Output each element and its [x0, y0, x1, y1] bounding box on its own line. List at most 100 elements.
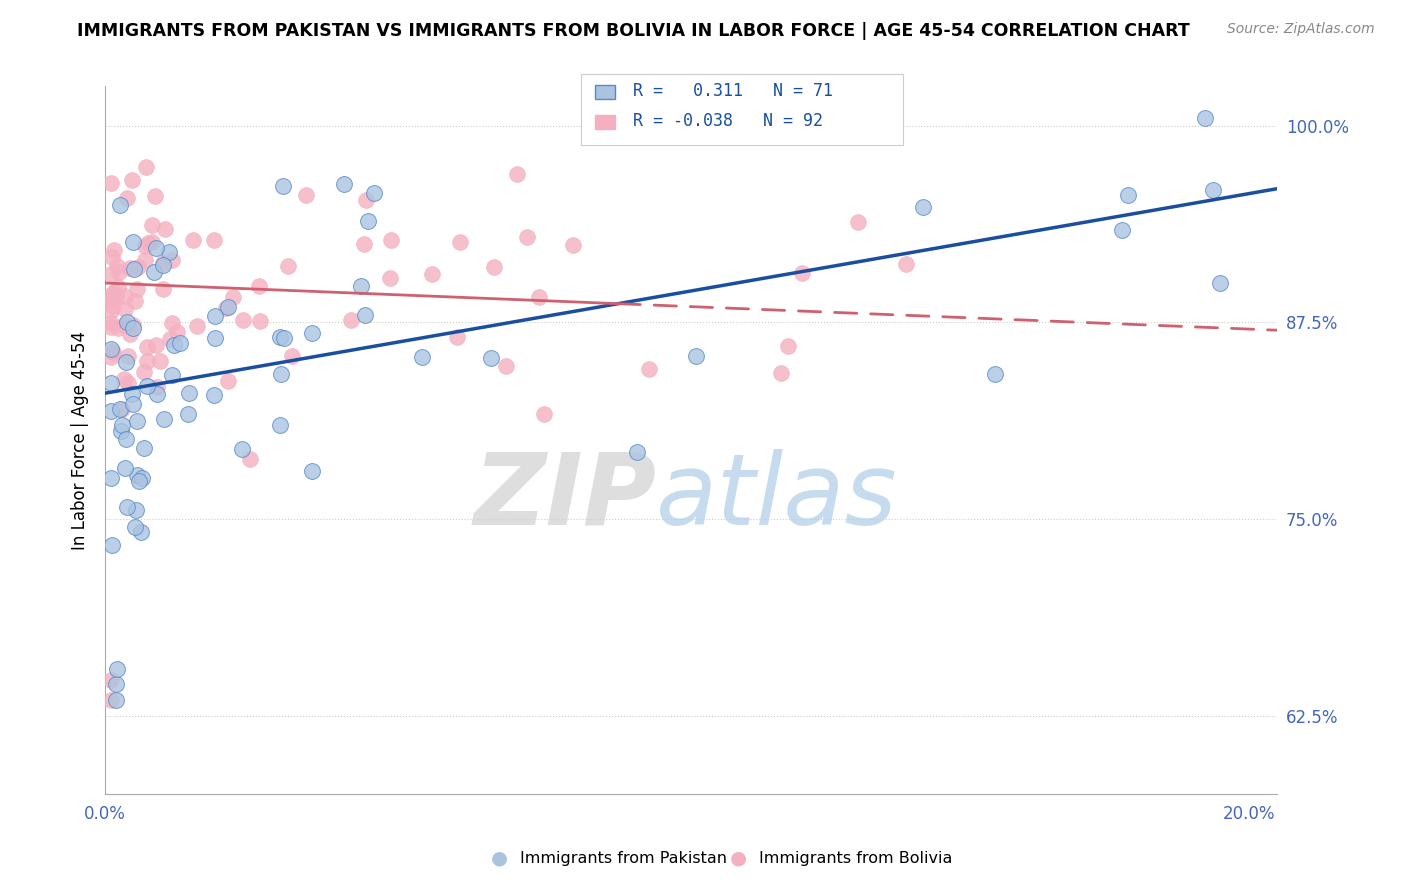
Text: Immigrants from Bolivia: Immigrants from Bolivia: [759, 851, 953, 865]
Point: [277, 259, 299, 273]
Text: R =   0.311   N = 71: R = 0.311 N = 71: [633, 82, 832, 100]
Point: [112, 318, 135, 333]
Point: [105, 677, 128, 691]
Point: [100, 693, 122, 707]
Point: [125, 467, 148, 482]
Point: [128, 474, 150, 488]
Point: [100, 288, 122, 302]
Y-axis label: In Labor Force | Age 45-54: In Labor Force | Age 45-54: [72, 331, 89, 549]
Point: [1116, 187, 1139, 202]
Point: [354, 193, 377, 207]
Point: [638, 362, 661, 376]
Point: [204, 331, 226, 345]
Point: [127, 282, 149, 296]
Point: [495, 359, 517, 374]
Point: [108, 264, 131, 278]
Point: [100, 471, 122, 485]
Point: [247, 278, 270, 293]
Point: [100, 404, 122, 418]
Point: [339, 312, 361, 326]
Point: [160, 252, 183, 267]
Point: [217, 374, 239, 388]
Point: [301, 464, 323, 478]
Point: [101, 345, 124, 359]
Point: [135, 341, 157, 355]
Point: [100, 293, 122, 307]
Point: [363, 186, 385, 201]
Point: [135, 354, 157, 368]
Point: [125, 414, 148, 428]
Point: [269, 418, 291, 433]
Point: [232, 312, 254, 326]
Point: [984, 368, 1007, 382]
Point: [202, 387, 225, 401]
Point: [117, 376, 139, 390]
Point: [778, 339, 800, 353]
Point: [152, 258, 174, 272]
Point: [1209, 276, 1232, 290]
Point: [479, 351, 502, 366]
Point: [105, 661, 128, 675]
Point: [117, 349, 139, 363]
Point: [380, 233, 402, 247]
Point: [121, 173, 143, 187]
Point: [163, 338, 186, 352]
Point: [1194, 111, 1216, 125]
Point: [350, 279, 373, 293]
Point: [103, 299, 125, 313]
Point: [101, 292, 124, 306]
Point: [177, 408, 200, 422]
Point: [239, 452, 262, 467]
Point: [145, 241, 167, 255]
Point: [152, 256, 174, 270]
Point: [100, 538, 122, 552]
Point: [162, 316, 184, 330]
Point: [217, 300, 239, 314]
Point: [911, 200, 934, 214]
Point: [112, 372, 135, 386]
Point: [120, 260, 142, 275]
Point: [121, 387, 143, 401]
Point: [105, 259, 128, 273]
Point: [136, 236, 159, 251]
Point: [114, 301, 136, 316]
Point: [115, 500, 138, 515]
Point: [141, 235, 163, 249]
Point: [1111, 222, 1133, 236]
Text: IMMIGRANTS FROM PAKISTAN VS IMMIGRANTS FROM BOLIVIA IN LABOR FORCE | AGE 45-54 C: IMMIGRANTS FROM PAKISTAN VS IMMIGRANTS F…: [77, 22, 1189, 40]
Point: [111, 402, 134, 417]
Point: [110, 425, 132, 439]
Point: [100, 351, 122, 365]
Point: [214, 301, 236, 315]
Point: [529, 290, 551, 304]
Point: [222, 290, 245, 304]
Point: [100, 304, 122, 318]
Point: [121, 321, 143, 335]
Point: [249, 314, 271, 328]
Point: [108, 402, 131, 417]
Text: ●: ●: [491, 848, 508, 868]
Point: [790, 266, 813, 280]
Point: [153, 412, 176, 426]
Point: [118, 326, 141, 341]
Point: [115, 191, 138, 205]
Point: [562, 238, 585, 252]
Text: Immigrants from Pakistan: Immigrants from Pakistan: [520, 851, 727, 865]
Point: [333, 177, 356, 191]
Point: [143, 188, 166, 202]
Point: [533, 407, 555, 421]
Point: [105, 288, 128, 302]
Point: [100, 673, 122, 687]
Point: [353, 236, 375, 251]
Point: [271, 179, 294, 194]
Point: [125, 503, 148, 517]
Point: [141, 219, 163, 233]
Point: [115, 355, 138, 369]
Point: [127, 260, 149, 275]
Point: [169, 335, 191, 350]
Point: [186, 319, 208, 334]
Point: [146, 380, 169, 394]
Point: [101, 344, 124, 359]
Text: R = -0.038   N = 92: R = -0.038 N = 92: [633, 112, 823, 130]
Point: [202, 233, 225, 247]
